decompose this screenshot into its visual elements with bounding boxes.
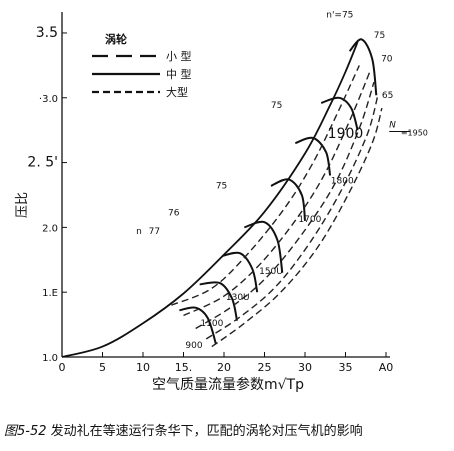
x-tick-label: 5 bbox=[99, 361, 106, 374]
annotations-group: n 77 76 75 75 75 70 65 N =1950 1900 1800 1700 150U 130… bbox=[136, 10, 428, 351]
y-tick-label: 1.E bbox=[42, 288, 58, 299]
y-tick-label: 2.0 bbox=[42, 223, 58, 234]
figure-caption: 图5-52 发动礼在等速运行条华下，匹配的涡轮对压气机的影响 bbox=[4, 420, 450, 439]
legend-label: 小 型 bbox=[166, 49, 192, 63]
legend: 涡轮小 型中 型大型 bbox=[92, 32, 192, 99]
efficiency-lines-group bbox=[171, 65, 383, 348]
annotation-label: 75 bbox=[271, 101, 282, 111]
legend-title: 涡轮 bbox=[105, 32, 127, 46]
efficiency-line-70 bbox=[205, 95, 379, 340]
annotation-label: 1900 bbox=[328, 126, 364, 142]
efficiency-line-77 bbox=[171, 65, 360, 306]
x-tick-label: 15. bbox=[175, 361, 193, 374]
annotation-label: =1950 bbox=[401, 128, 428, 137]
annotation-label: 65 bbox=[382, 91, 393, 101]
y-tick-label: 1.0 bbox=[42, 353, 58, 364]
figure-caption-text: 发动礼在等速运行条华下，匹配的涡轮对压气机的影响 bbox=[50, 424, 363, 439]
y-axis-title: 压比 bbox=[15, 192, 30, 218]
legend-label: 大型 bbox=[166, 85, 188, 99]
x-tick-label: 10 bbox=[136, 361, 150, 374]
x-tick-label: 35 bbox=[339, 361, 353, 374]
speed-line-1100 bbox=[199, 281, 238, 321]
surge-line bbox=[61, 41, 359, 358]
annotation-label: 1800 bbox=[331, 176, 354, 186]
x-tick-label: 0 bbox=[59, 361, 66, 374]
annotation-label: n bbox=[136, 227, 142, 237]
x-axis-title: 空气质量流量参数m√Tp bbox=[152, 376, 304, 393]
efficiency-line-76 bbox=[183, 71, 371, 317]
surge-line-group bbox=[61, 41, 359, 358]
annotation-label: 75 bbox=[216, 182, 227, 192]
speed-line-1700 bbox=[270, 178, 306, 222]
speed-line-130U bbox=[222, 251, 259, 293]
annotation-label: 76 bbox=[168, 209, 180, 219]
axis-labels-group: 空气质量流量参数m√Tp 压比 bbox=[15, 192, 304, 393]
speed-line-1900 bbox=[320, 96, 359, 131]
figure-number: 图5-52 bbox=[4, 424, 47, 439]
annotation-label: 900 bbox=[185, 341, 202, 351]
efficiency-line-75 bbox=[195, 81, 375, 330]
annotation-label: 77 bbox=[149, 227, 160, 237]
annotation-label: 75 bbox=[374, 31, 385, 41]
annotation-label: 70 bbox=[381, 54, 393, 64]
legend-label: 中 型 bbox=[166, 67, 192, 81]
speed-line-n'=75 bbox=[348, 38, 378, 96]
x-tick-label: A0 bbox=[379, 361, 394, 374]
x-tick-label: 30 bbox=[298, 361, 312, 374]
y-tick-label: 2. 5' bbox=[27, 155, 58, 171]
annotation-label: 1700 bbox=[298, 215, 321, 225]
speed-line-150U bbox=[243, 220, 284, 273]
efficiency-line-65 bbox=[211, 107, 383, 348]
annotation-label: 150U bbox=[259, 267, 283, 277]
x-tick-label: 20 bbox=[217, 361, 231, 374]
annotation-label: 1100 bbox=[200, 319, 223, 329]
x-tick-label: 25 bbox=[258, 361, 272, 374]
speed-line-1800 bbox=[294, 136, 332, 176]
y-tick-label: ·3.0 bbox=[39, 94, 58, 105]
axes: 0 5 10 15. 20 25 30 35 A0 1.0 1.E 2.0 2. 5' ·3.0 3.5 bbox=[27, 12, 393, 374]
y-tick-label: 3.5 bbox=[36, 25, 58, 41]
speed-lines-group bbox=[179, 38, 378, 345]
speed-line-900 bbox=[179, 306, 217, 345]
annotation-label: n'=75 bbox=[326, 10, 353, 20]
annotation-label: 130U bbox=[226, 293, 250, 303]
annotation-label: N bbox=[389, 121, 396, 131]
